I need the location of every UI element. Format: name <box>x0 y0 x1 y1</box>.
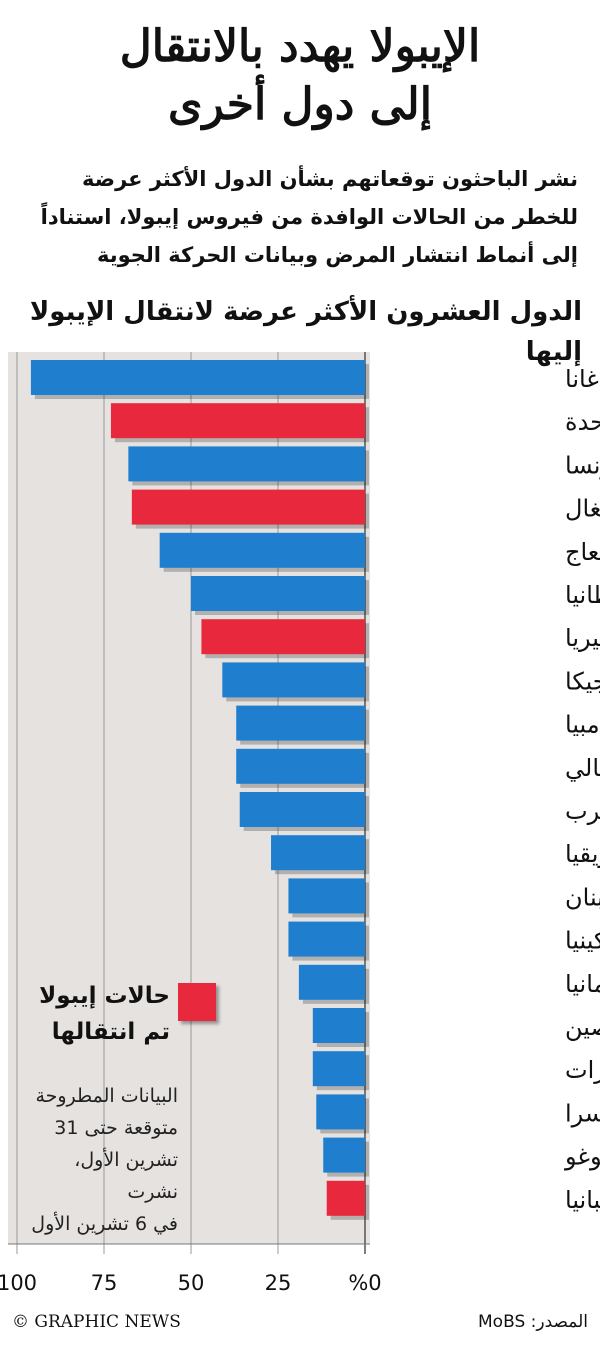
bar <box>288 878 365 914</box>
bar <box>316 1094 365 1130</box>
data-note: البيانات المطروحة متوقعة حتى 31 تشرين ال… <box>18 1080 178 1240</box>
note-line-3: تشرين الأول، نشرت <box>74 1149 178 1203</box>
category-label: نيجيريا <box>565 624 600 652</box>
title-line-1: الإيبولا يهدد بالانتقال <box>119 21 481 72</box>
category-label: المغرب <box>565 797 600 825</box>
x-tick-label: 50 <box>178 1271 205 1295</box>
bar <box>239 792 365 827</box>
category-label: بريطانيا <box>565 581 600 609</box>
note-line-2: متوقعة حتى 31 <box>54 1117 178 1139</box>
bar <box>312 1008 365 1043</box>
chart-subtitle: نشر الباحثون توقعاتهم بشأن الدول الأكثر … <box>18 160 578 274</box>
category-label: ألمانيا <box>565 968 600 998</box>
bar <box>191 576 365 611</box>
x-tick-label: 100 <box>0 1271 37 1295</box>
bar <box>236 705 365 741</box>
title-line-2: إلى دول أخرى <box>168 79 432 130</box>
category-label: غامبيا <box>565 711 600 739</box>
category-label: جنوب أفريقيا <box>565 838 600 868</box>
bar <box>288 921 365 957</box>
bar <box>110 403 366 439</box>
subtitle-line-3: إلى أنماط انتشار المرض وبيانات الحركة ال… <box>96 243 578 267</box>
legend-label: حالات إيبولا تم انتقالها <box>20 978 170 1050</box>
category-label: توغو <box>564 1143 600 1171</box>
note-line-1: البيانات المطروحة <box>35 1085 178 1107</box>
bar <box>312 1051 365 1087</box>
category-label: الإمارات <box>565 1056 600 1084</box>
bar <box>201 619 365 655</box>
bar <box>271 835 365 871</box>
category-label: إسبانيا <box>565 1186 600 1215</box>
legend-label-line-2: تم انتقالها <box>51 1019 170 1045</box>
category-label: سويسرا <box>565 1099 600 1127</box>
category-label: الولايات المتحدة <box>565 408 600 436</box>
x-tick-label: %0 <box>348 1271 381 1295</box>
category-label: كينيا <box>565 927 600 955</box>
bar <box>131 489 365 525</box>
chart-heading: الدول العشرون الأكثر عرضة لانتقال الإيبو… <box>29 297 582 367</box>
bar <box>222 662 365 698</box>
subtitle-line-1: نشر الباحثون توقعاتهم بشأن الدول الأكثر … <box>82 167 578 191</box>
x-tick-label: 75 <box>91 1271 118 1295</box>
category-label: مالي <box>565 754 600 782</box>
bar <box>236 748 365 784</box>
category-label: السنغال <box>565 495 600 523</box>
bar <box>30 360 365 395</box>
credit-text: © GRAPHIC NEWS <box>12 1312 181 1332</box>
category-label: لبنان <box>565 883 600 911</box>
bar <box>323 1137 365 1173</box>
bar <box>326 1180 365 1216</box>
legend-swatch-red <box>178 983 216 1021</box>
category-label: فرنسا <box>565 451 600 479</box>
category-label: بلجيكا <box>565 667 600 695</box>
chart-title: الإيبولا يهدد بالانتقال إلى دول أخرى <box>0 18 600 134</box>
subtitle-line-2: للخطر من الحالات الوافدة من فيروس إيبولا… <box>40 205 578 229</box>
bar <box>298 964 365 1000</box>
category-label: غانا <box>565 365 599 393</box>
legend-label-line-1: حالات إيبولا <box>39 983 170 1009</box>
x-tick-label: 25 <box>265 1271 292 1295</box>
category-label: الصين <box>565 1013 600 1041</box>
source-text: المصدر: MoBS <box>478 1312 588 1332</box>
note-line-4: في 6 تشرين الأول <box>31 1213 178 1235</box>
bar <box>128 446 365 482</box>
bar <box>159 532 365 568</box>
